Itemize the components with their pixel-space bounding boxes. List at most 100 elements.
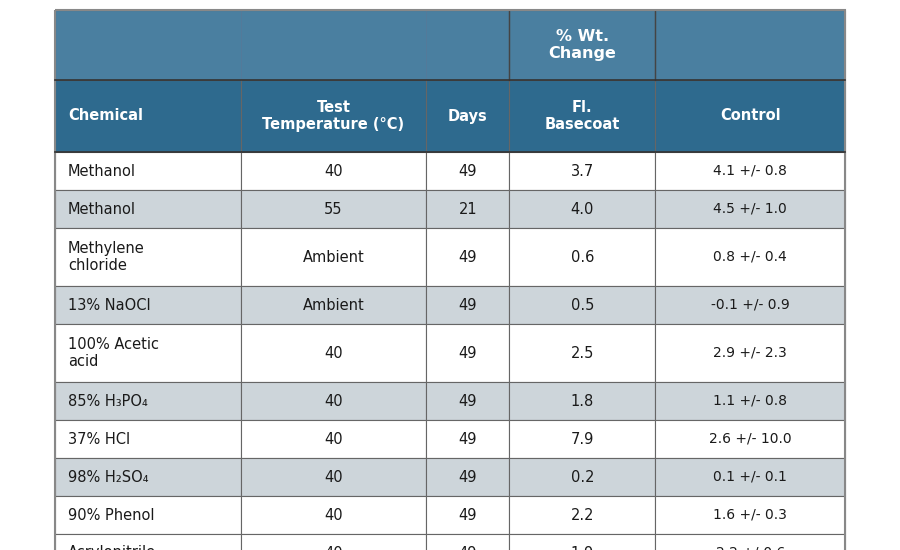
Text: Methanol: Methanol: [68, 163, 136, 179]
Text: 49: 49: [458, 345, 477, 360]
Bar: [240, 420, 427, 458]
Bar: [427, 458, 509, 496]
Text: 0.2: 0.2: [571, 470, 594, 485]
Text: Ambient: Ambient: [302, 298, 365, 312]
Bar: [240, 382, 427, 420]
Bar: [427, 286, 509, 324]
Text: 1.1 +/- 0.8: 1.1 +/- 0.8: [713, 394, 788, 408]
Bar: [55, 324, 240, 382]
Bar: [655, 190, 845, 228]
Text: 40: 40: [324, 546, 343, 550]
Bar: [427, 496, 509, 534]
Text: 0.1 +/- 0.1: 0.1 +/- 0.1: [714, 470, 788, 484]
Bar: [55, 228, 240, 286]
Bar: [55, 286, 240, 324]
Text: 49: 49: [458, 250, 477, 265]
Bar: [427, 152, 509, 190]
Text: 40: 40: [324, 508, 343, 522]
Text: 0.6: 0.6: [571, 250, 594, 265]
Text: -0.1 +/- 0.9: -0.1 +/- 0.9: [711, 298, 789, 312]
Bar: [509, 286, 655, 324]
Bar: [509, 534, 655, 550]
Bar: [655, 80, 845, 152]
Text: 7.9: 7.9: [571, 432, 594, 447]
Bar: [509, 382, 655, 420]
Bar: [655, 382, 845, 420]
Bar: [509, 80, 655, 152]
Bar: [655, 496, 845, 534]
Bar: [427, 190, 509, 228]
Text: Control: Control: [720, 108, 780, 124]
Text: 2.9 +/- 2.3: 2.9 +/- 2.3: [714, 346, 788, 360]
Text: 49: 49: [458, 546, 477, 550]
Text: 98% H₂SO₄: 98% H₂SO₄: [68, 470, 148, 485]
Text: 1.8: 1.8: [571, 393, 594, 409]
Bar: [509, 420, 655, 458]
Text: 2.6 +/- 10.0: 2.6 +/- 10.0: [709, 432, 791, 446]
Text: % Wt.
Change: % Wt. Change: [548, 29, 617, 61]
Bar: [509, 190, 655, 228]
Bar: [240, 496, 427, 534]
Text: 0.5: 0.5: [571, 298, 594, 312]
Bar: [240, 534, 427, 550]
Text: 100% Acetic
acid: 100% Acetic acid: [68, 337, 159, 369]
Text: 3.7: 3.7: [571, 163, 594, 179]
Bar: [655, 324, 845, 382]
Text: 1.6 +/- 0.3: 1.6 +/- 0.3: [714, 508, 788, 522]
Bar: [240, 80, 427, 152]
Text: Chemical: Chemical: [68, 108, 143, 124]
Bar: [55, 458, 240, 496]
Text: 49: 49: [458, 393, 477, 409]
Bar: [509, 152, 655, 190]
Text: 40: 40: [324, 470, 343, 485]
Text: 37% HCl: 37% HCl: [68, 432, 130, 447]
Bar: [509, 324, 655, 382]
Bar: [240, 228, 427, 286]
Text: 40: 40: [324, 432, 343, 447]
Text: 55: 55: [324, 201, 343, 217]
Bar: [240, 324, 427, 382]
Bar: [509, 10, 655, 80]
Bar: [427, 228, 509, 286]
Text: 49: 49: [458, 470, 477, 485]
Text: Ambient: Ambient: [302, 250, 365, 265]
Text: 40: 40: [324, 163, 343, 179]
Bar: [55, 152, 240, 190]
Text: Methanol: Methanol: [68, 201, 136, 217]
Text: 21: 21: [458, 201, 477, 217]
Bar: [427, 324, 509, 382]
Bar: [427, 420, 509, 458]
Bar: [655, 10, 845, 80]
Bar: [240, 458, 427, 496]
Bar: [655, 458, 845, 496]
Bar: [509, 458, 655, 496]
Bar: [427, 382, 509, 420]
Text: Methylene
chloride: Methylene chloride: [68, 241, 145, 273]
Text: 40: 40: [324, 393, 343, 409]
Bar: [55, 496, 240, 534]
Text: 2.2 +/-0.6: 2.2 +/-0.6: [716, 546, 785, 550]
Bar: [427, 80, 509, 152]
Bar: [655, 228, 845, 286]
Bar: [55, 382, 240, 420]
Bar: [55, 10, 509, 80]
Text: Fl.
Basecoat: Fl. Basecoat: [544, 100, 620, 132]
Text: Acrylonitrile: Acrylonitrile: [68, 546, 156, 550]
Text: 90% Phenol: 90% Phenol: [68, 508, 155, 522]
Bar: [655, 534, 845, 550]
Bar: [509, 496, 655, 534]
Text: 49: 49: [458, 163, 477, 179]
Bar: [55, 534, 240, 550]
Text: 4.1 +/- 0.8: 4.1 +/- 0.8: [714, 164, 788, 178]
Bar: [655, 152, 845, 190]
Text: 49: 49: [458, 432, 477, 447]
Bar: [55, 420, 240, 458]
Text: 13% NaOCl: 13% NaOCl: [68, 298, 150, 312]
Text: 4.0: 4.0: [571, 201, 594, 217]
Bar: [240, 152, 427, 190]
Text: 2.2: 2.2: [571, 508, 594, 522]
Bar: [655, 420, 845, 458]
Text: 40: 40: [324, 345, 343, 360]
Text: 85% H₃PO₄: 85% H₃PO₄: [68, 393, 148, 409]
Bar: [509, 228, 655, 286]
